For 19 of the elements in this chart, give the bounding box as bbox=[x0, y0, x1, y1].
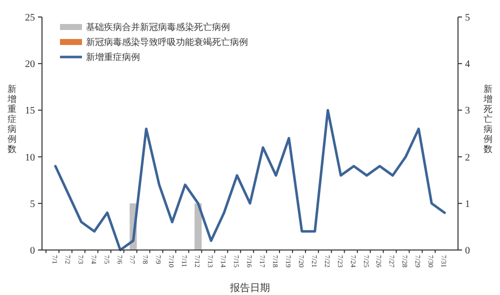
x-axis-title: 报告日期 bbox=[229, 282, 270, 294]
y-tick-label: 20 bbox=[25, 59, 35, 70]
y2-tick-label: 1 bbox=[465, 198, 470, 210]
y2-tick-label: 5 bbox=[465, 12, 470, 24]
y2-tick-label: 0 bbox=[465, 246, 470, 256]
line-series bbox=[54, 108, 446, 252]
y-tick-label: 5 bbox=[30, 198, 35, 210]
y2-tick-label: 3 bbox=[465, 106, 470, 117]
y2-tick-label: 2 bbox=[465, 152, 470, 164]
y2-axis-title: 新增死亡病例数 bbox=[482, 84, 492, 155]
y-tick-label: 10 bbox=[25, 152, 35, 164]
y-tick-label: 25 bbox=[25, 12, 35, 24]
y-tick-label: 0 bbox=[30, 246, 35, 256]
y-axis-title: 新增重症病例数 bbox=[6, 84, 16, 155]
y2-tick-label: 4 bbox=[465, 59, 470, 70]
legend-label: 新冠病毒感染导致呼吸功能衰竭死亡病例 bbox=[86, 37, 248, 48]
y-tick-label: 15 bbox=[25, 106, 35, 117]
legend-label: 新增重症病例 bbox=[86, 52, 140, 64]
legend-label: 基础疾病合并新冠病毒感染死亡病例 bbox=[86, 22, 230, 34]
